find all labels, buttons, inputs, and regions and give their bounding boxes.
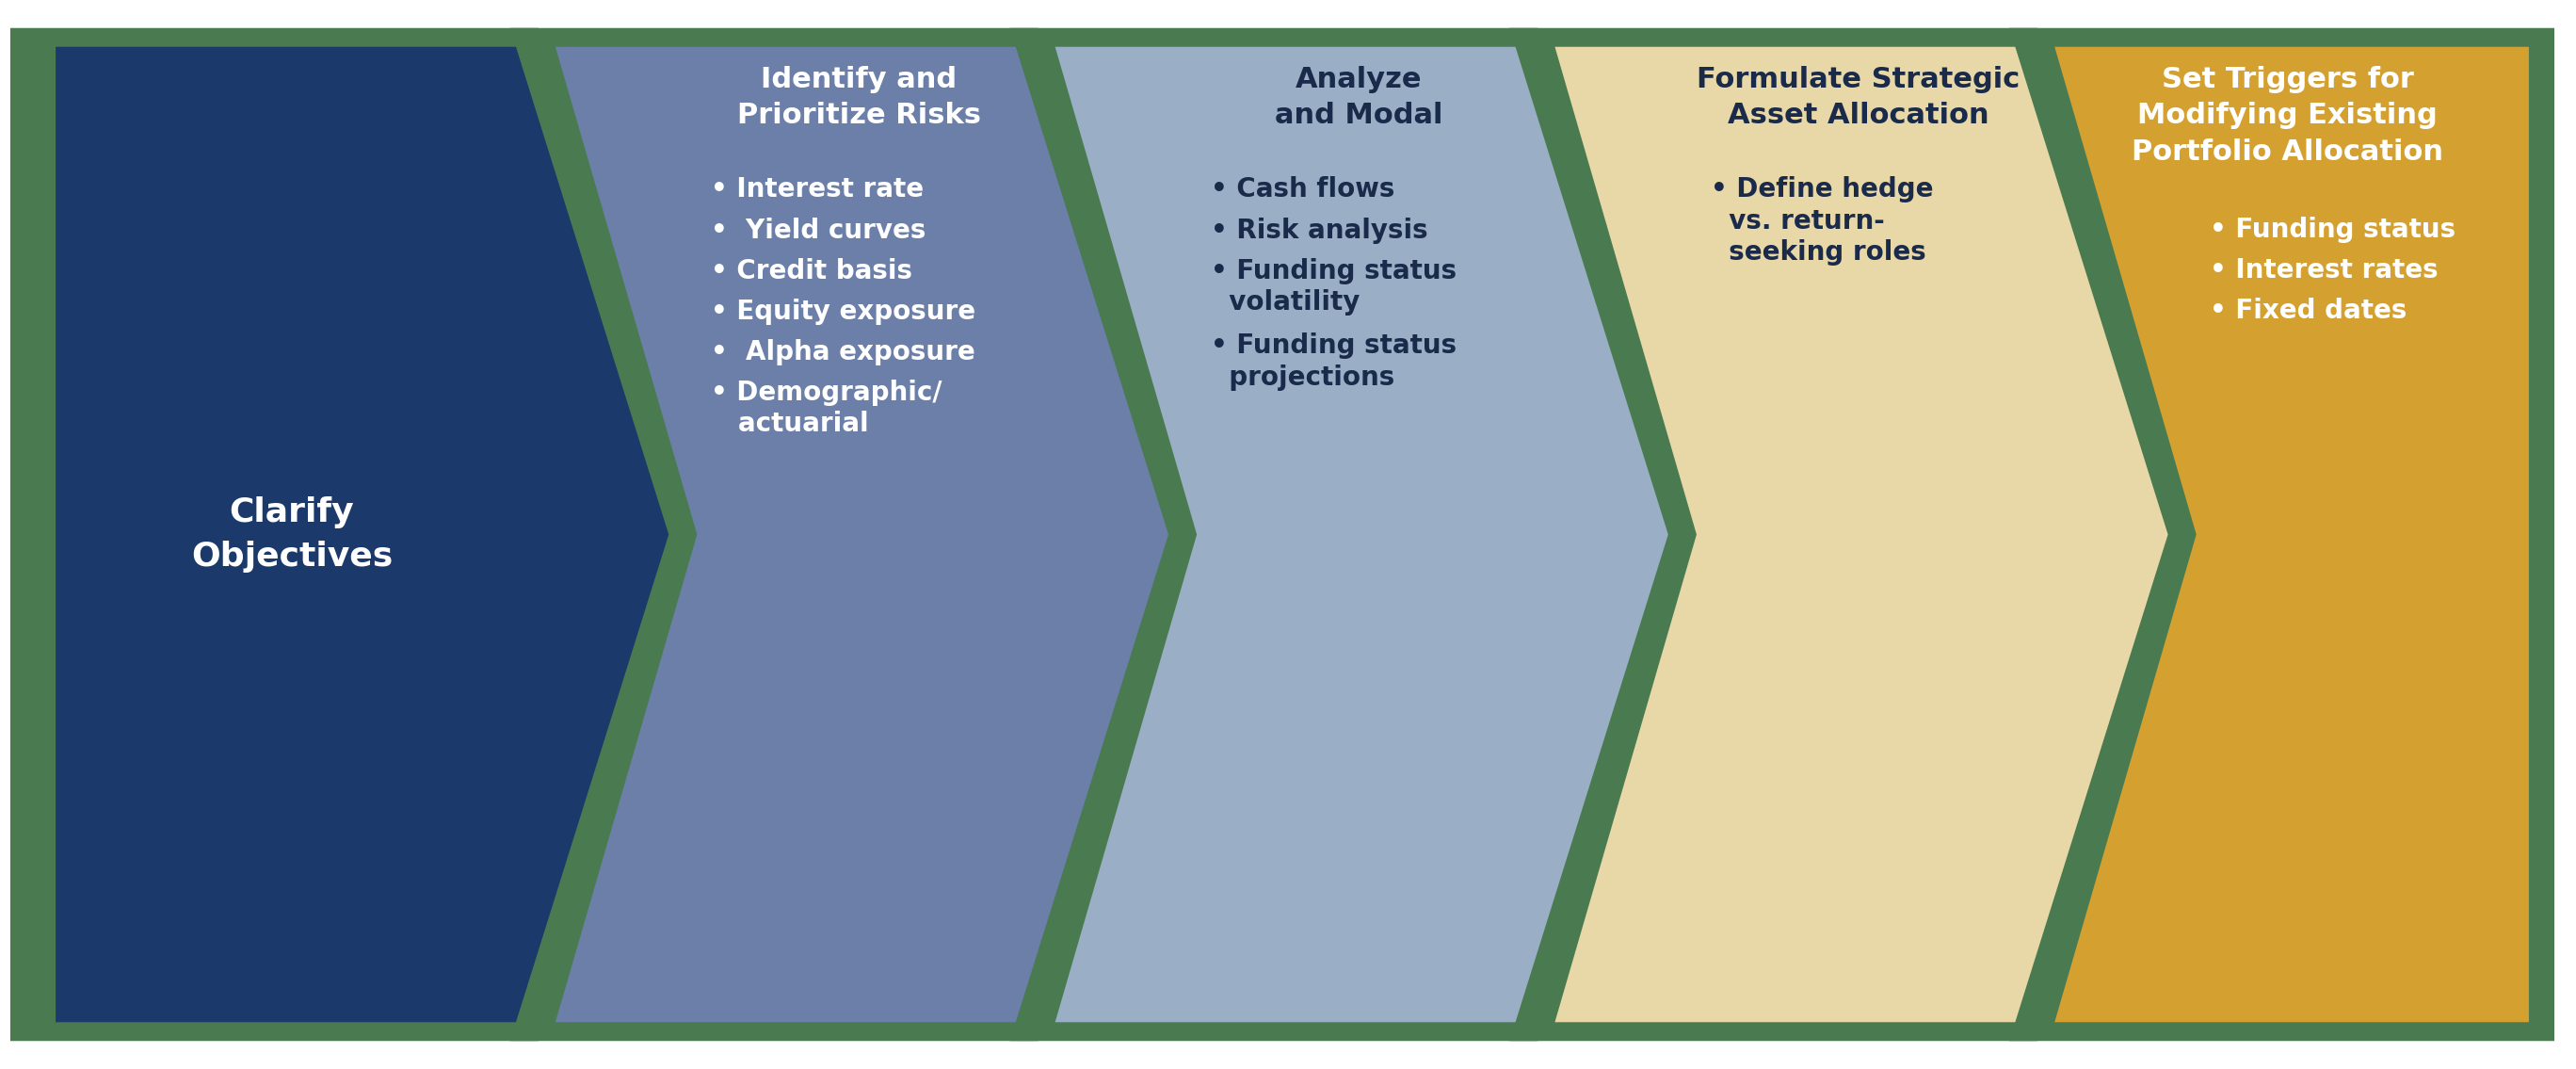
Polygon shape <box>556 47 1172 1022</box>
Text: Set Triggers for
Modifying Existing
Portfolio Allocation: Set Triggers for Modifying Existing Port… <box>2133 66 2442 166</box>
Text: Identify and
Prioritize Risks: Identify and Prioritize Risks <box>737 66 981 129</box>
Polygon shape <box>1056 47 1672 1022</box>
Polygon shape <box>1556 47 2172 1022</box>
Text: • Funding status: • Funding status <box>2210 217 2455 244</box>
Text: • Interest rates: • Interest rates <box>2210 258 2439 283</box>
Text: Analyze
and Modal: Analyze and Modal <box>1275 66 1443 129</box>
Text: • Cash flows: • Cash flows <box>1211 176 1394 203</box>
Polygon shape <box>2056 47 2530 1022</box>
Polygon shape <box>2009 28 2555 1041</box>
Text: • Funding status
  projections: • Funding status projections <box>1211 332 1455 390</box>
Polygon shape <box>510 28 1198 1041</box>
Polygon shape <box>57 47 672 1022</box>
Text: Clarify
Objectives: Clarify Objectives <box>191 496 392 573</box>
Text: • Define hedge
  vs. return-
  seeking roles: • Define hedge vs. return- seeking roles <box>1710 176 1932 266</box>
Text: •  Alpha exposure: • Alpha exposure <box>711 339 976 366</box>
Text: • Demographic/
   actuarial: • Demographic/ actuarial <box>711 379 943 437</box>
Polygon shape <box>1510 28 2197 1041</box>
Text: Formulate Strategic
Asset Allocation: Formulate Strategic Asset Allocation <box>1698 66 2020 129</box>
Polygon shape <box>10 28 698 1041</box>
Text: • Interest rate: • Interest rate <box>711 176 925 203</box>
Polygon shape <box>1010 28 1698 1041</box>
Text: •  Yield curves: • Yield curves <box>711 217 925 244</box>
Text: • Credit basis: • Credit basis <box>711 258 912 284</box>
Text: • Fixed dates: • Fixed dates <box>2210 298 2409 324</box>
Text: • Funding status
  volatility: • Funding status volatility <box>1211 258 1455 315</box>
Text: • Risk analysis: • Risk analysis <box>1211 217 1427 244</box>
Text: • Equity exposure: • Equity exposure <box>711 298 976 325</box>
